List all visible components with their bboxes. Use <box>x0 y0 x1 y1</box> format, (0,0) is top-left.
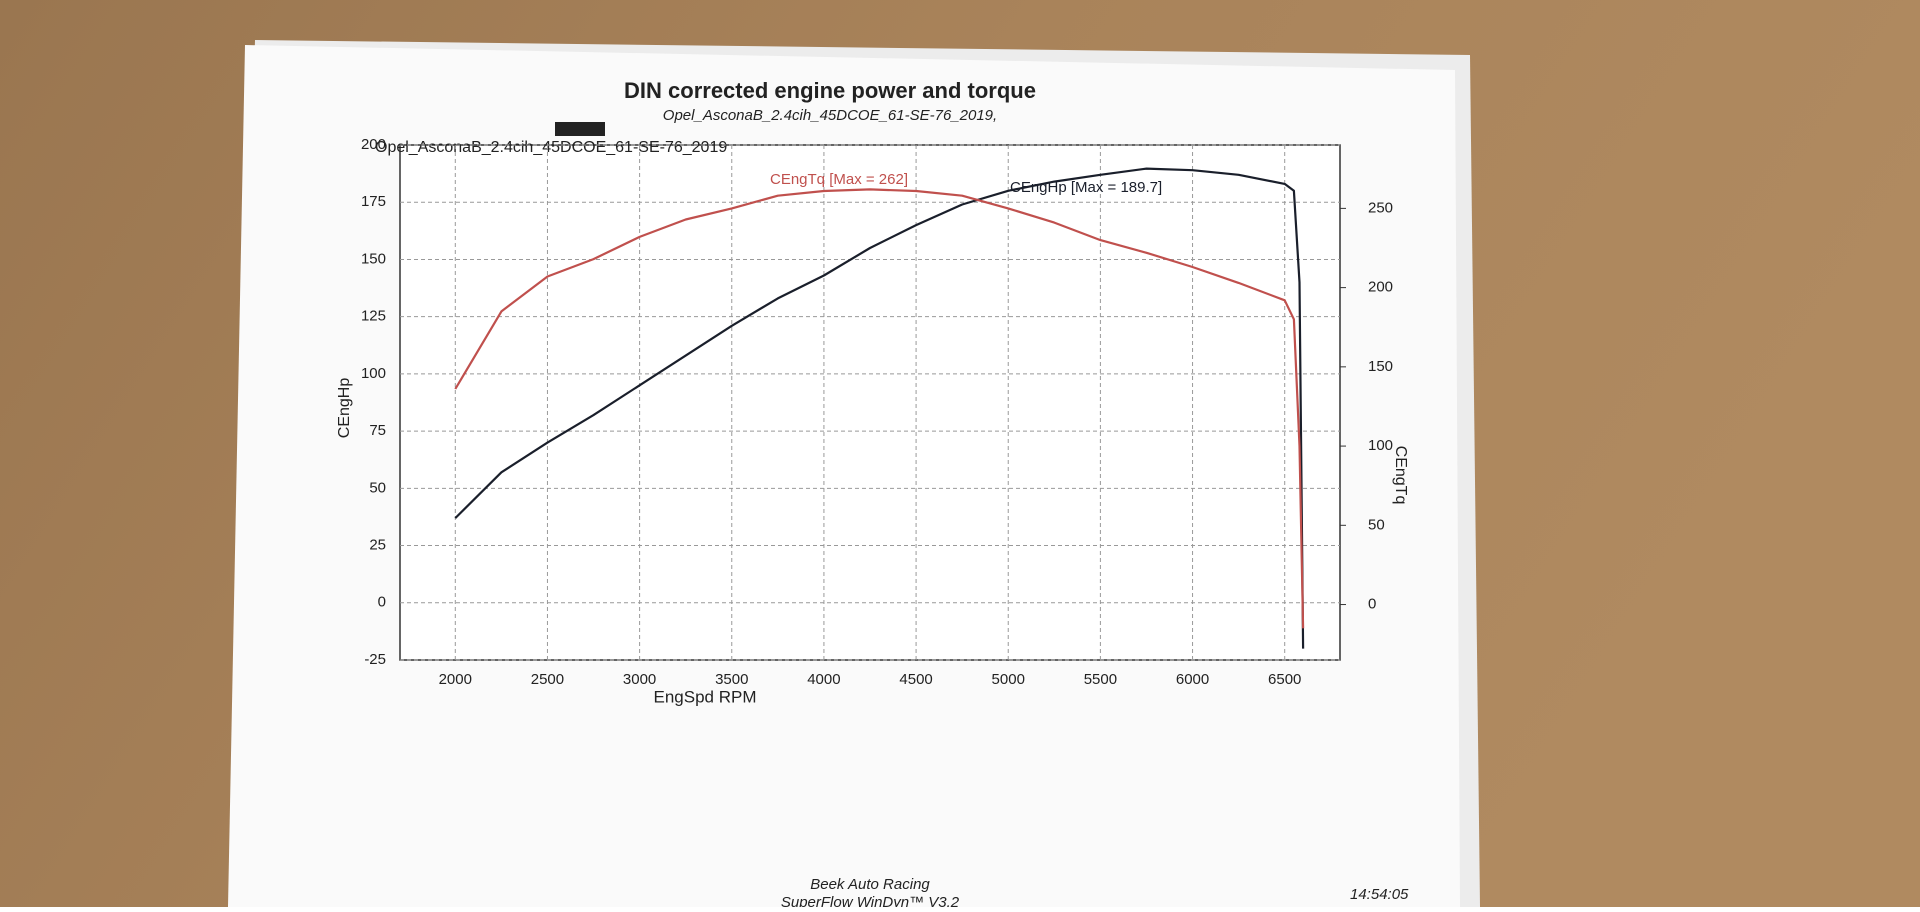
y-tick-label: 75 <box>369 422 386 439</box>
footer-line: SuperFlow WinDyn™ V3.2 <box>781 894 960 907</box>
y2-axis-label: CEngTq <box>1392 446 1409 505</box>
series-line <box>454 188 1305 629</box>
y-tick-label: 25 <box>369 537 386 554</box>
x-tick-label: 6000 <box>1176 671 1209 688</box>
x-tick-label: 4500 <box>899 671 932 688</box>
y-tick-label: -25 <box>364 651 386 668</box>
x-tick-label: 3000 <box>623 671 656 688</box>
x-tick-label: 2000 <box>439 671 472 688</box>
x-tick-label: 3500 <box>715 671 748 688</box>
y2-tick-label: 50 <box>1368 516 1385 533</box>
y-axis-label: CEngHp <box>336 378 353 439</box>
x-tick-label: 5000 <box>992 671 1025 688</box>
y2-tick-label: 150 <box>1368 358 1393 375</box>
y2-tick-label: 0 <box>1368 596 1376 613</box>
y-tick-label: 50 <box>369 479 386 496</box>
y2-tick-label: 200 <box>1368 279 1393 296</box>
y-tick-label: 125 <box>361 308 386 325</box>
chart-subtitle: Opel_AsconaB_2.4cih_45DCOE_61-SE-76_2019… <box>663 107 997 124</box>
print-time: 14:54:05 <box>1350 886 1409 903</box>
y2-tick-label: 100 <box>1368 437 1393 454</box>
legend-label: CEngHp [Max = 189.7] <box>1010 179 1162 196</box>
legend-label: CEngTq [Max = 262] <box>770 171 908 188</box>
y-tick-label: 100 <box>361 365 386 382</box>
y-tick-label: 150 <box>361 250 386 267</box>
x-tick-label: 4000 <box>807 671 840 688</box>
y-tick-label: 200 <box>361 136 386 153</box>
series-line <box>454 167 1305 649</box>
x-tick-label: 2500 <box>531 671 564 688</box>
footer-line: Beek Auto Racing <box>810 876 930 893</box>
redaction <box>555 122 605 136</box>
y2-tick-label: 250 <box>1368 199 1393 216</box>
x-tick-label: 6500 <box>1268 671 1301 688</box>
x-axis-label: EngSpd RPM <box>654 687 757 706</box>
plot-area <box>399 144 1341 661</box>
chart-title: DIN corrected engine power and torque <box>624 78 1036 103</box>
y-tick-label: 175 <box>361 193 386 210</box>
x-tick-label: 5500 <box>1084 671 1117 688</box>
run-label: Opel_AsconaB_2.4cih_45DCOE_61-SE-76_2019 <box>375 139 727 156</box>
y-tick-label: 0 <box>378 594 386 611</box>
